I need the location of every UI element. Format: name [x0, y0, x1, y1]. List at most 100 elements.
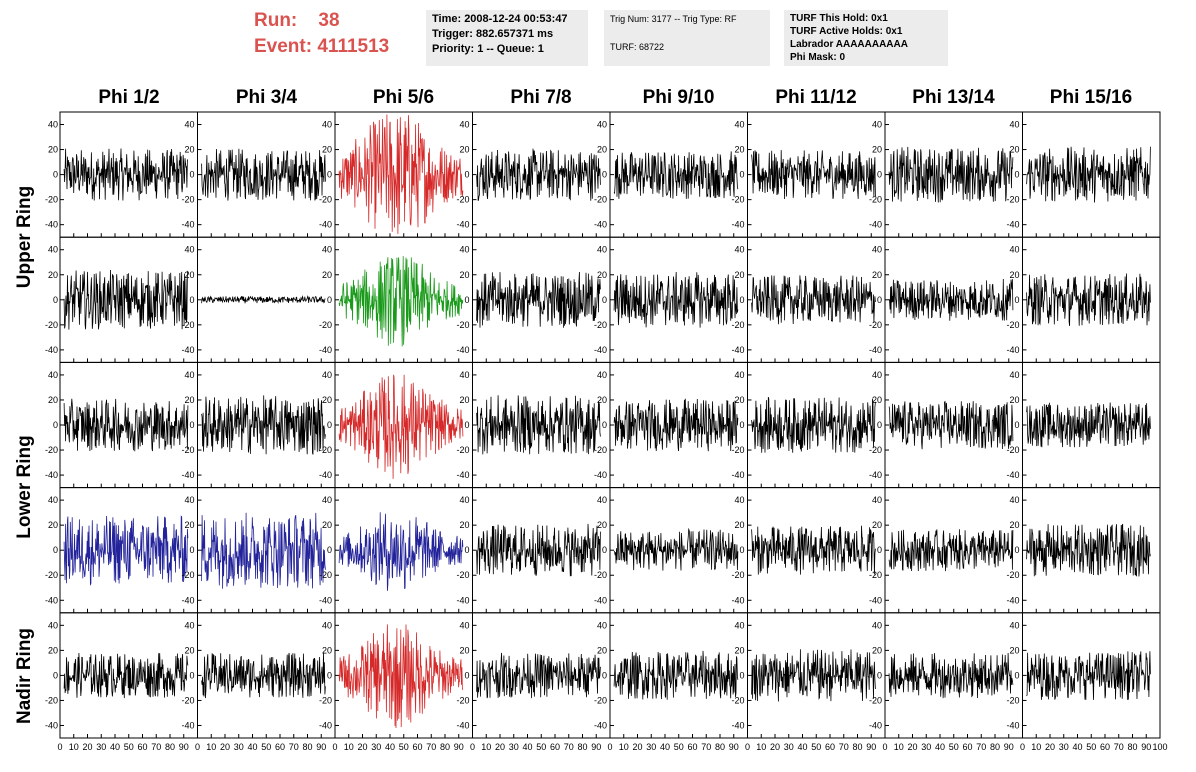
y-tick-label: 20: [597, 645, 607, 655]
y-tick-label: 40: [1009, 370, 1019, 380]
x-tick-label: 40: [247, 742, 257, 752]
x-tick-label: 0: [607, 742, 612, 752]
waveform-trace: [751, 275, 876, 325]
x-tick-label: 50: [674, 742, 684, 752]
y-tick-label: 0: [602, 420, 607, 430]
y-tick-label: -40: [456, 345, 469, 355]
y-tick-label: -40: [869, 470, 882, 480]
y-tick-label: -40: [594, 345, 607, 355]
y-tick-label: 0: [602, 295, 607, 305]
waveform-trace: [476, 271, 601, 328]
y-tick-label: 20: [1009, 645, 1019, 655]
column-header-phi-9-10: Phi 9/10: [642, 87, 715, 108]
x-tick-label: 80: [577, 742, 587, 752]
waveform-panel-r2-c2: 40 20 0 -20 -40: [181, 236, 336, 363]
y-tick-label: 0: [53, 545, 58, 555]
y-tick-label: 20: [459, 645, 469, 655]
event-value: 4111513: [317, 36, 390, 57]
waveform-trace: [613, 527, 739, 571]
y-tick-label: 20: [597, 520, 607, 530]
y-tick-label: 40: [459, 370, 469, 380]
y-tick-label: -20: [731, 445, 744, 455]
y-tick-label: -20: [456, 320, 469, 330]
x-tick-label: 30: [921, 742, 931, 752]
y-tick-label: 40: [322, 495, 332, 505]
waveform-panel-r3-c7: 40 20 0 -20 -40: [869, 361, 1023, 489]
y-tick-label: -40: [1006, 345, 1019, 355]
y-tick-label: 0: [327, 295, 332, 305]
y-tick-label: -20: [594, 195, 607, 205]
x-tick-label: 40: [935, 742, 945, 752]
waveform-panel-r4-c6: 40 20 0 -20 -40: [731, 487, 886, 614]
turf-line: TURF: 68722: [610, 42, 665, 52]
x-tick-label: 70: [1114, 742, 1124, 752]
waveform-trace: [63, 148, 189, 201]
y-tick-label: -20: [869, 320, 882, 330]
x-tick-label: 40: [385, 742, 395, 752]
y-tick-label: 40: [597, 370, 607, 380]
y-tick-label: -40: [869, 595, 882, 605]
x-tick-label: 0: [745, 742, 750, 752]
y-tick-label: 40: [459, 495, 469, 505]
y-tick-label: 20: [872, 645, 882, 655]
y-tick-label: -20: [45, 570, 58, 580]
y-tick-label: 40: [734, 620, 744, 630]
y-tick-label: 40: [184, 495, 194, 505]
waveform-panel-r4-c8: 40 20 0 -20 -40: [1006, 487, 1161, 614]
y-tick-label: 20: [597, 145, 607, 155]
y-tick-label: 0: [1014, 670, 1019, 680]
x-tick-label: 10: [69, 742, 79, 752]
x-tick-label: 30: [509, 742, 519, 752]
y-tick-label: -40: [869, 345, 882, 355]
y-tick-label: 20: [872, 145, 882, 155]
waveform-trace: [888, 529, 1014, 572]
y-tick-label: 20: [48, 520, 58, 530]
x-tick-label: 60: [962, 742, 972, 752]
x-tick-label: 90: [454, 742, 464, 752]
y-tick-label: 20: [322, 145, 332, 155]
y-tick-label: -40: [1006, 720, 1019, 730]
y-tick-label: 40: [184, 370, 194, 380]
labrador-line: Labrador AAAAAAAAAA: [790, 39, 908, 50]
panel-frame: [59, 487, 198, 614]
y-tick-label: -20: [869, 195, 882, 205]
y-tick-label: 20: [734, 270, 744, 280]
y-tick-label: -40: [1006, 470, 1019, 480]
waveform-trace: [888, 278, 1014, 321]
waveform-panel-r2-c6: 40 20 0 -20 -40: [731, 236, 886, 363]
x-tick-label: 40: [1072, 742, 1082, 752]
waveform-trace: [1026, 402, 1151, 448]
x-tick-label: 40: [522, 742, 532, 752]
y-tick-label: 0: [189, 420, 194, 430]
y-tick-label: 20: [322, 395, 332, 405]
column-header-phi-13-14: Phi 13/14: [912, 87, 995, 108]
waveform-panel-r4-c7: 40 20 0 -20 -40: [869, 487, 1023, 614]
column-header-phi-3-4: Phi 3/4: [235, 87, 298, 108]
y-tick-label: 20: [1009, 395, 1019, 405]
y-tick-label: 0: [464, 420, 469, 430]
waveform-panel-r1-c8: 40 20 0 -20 -40: [1006, 111, 1161, 238]
y-tick-label: 20: [48, 645, 58, 655]
y-tick-label: -20: [456, 695, 469, 705]
y-tick-label: 40: [872, 245, 882, 255]
x-tick-label: 100: [1152, 742, 1167, 752]
x-tick-label: 30: [646, 742, 656, 752]
y-tick-label: 40: [48, 620, 58, 630]
y-tick-label: -20: [1006, 320, 1019, 330]
y-tick-label: 20: [184, 395, 194, 405]
y-tick-label: -40: [869, 720, 882, 730]
y-tick-label: 20: [734, 645, 744, 655]
y-tick-label: -40: [869, 220, 882, 230]
y-tick-label: 40: [322, 370, 332, 380]
waveform-trace: [751, 150, 876, 200]
y-tick-label: -20: [594, 445, 607, 455]
y-tick-label: 40: [734, 120, 744, 130]
y-tick-label: 0: [327, 545, 332, 555]
waveform-trace: [613, 650, 739, 700]
y-tick-label: -20: [319, 570, 332, 580]
y-tick-label: 40: [1009, 620, 1019, 630]
x-tick-label: 20: [770, 742, 780, 752]
y-tick-label: 0: [53, 170, 58, 180]
waveform-trace: [201, 652, 326, 699]
